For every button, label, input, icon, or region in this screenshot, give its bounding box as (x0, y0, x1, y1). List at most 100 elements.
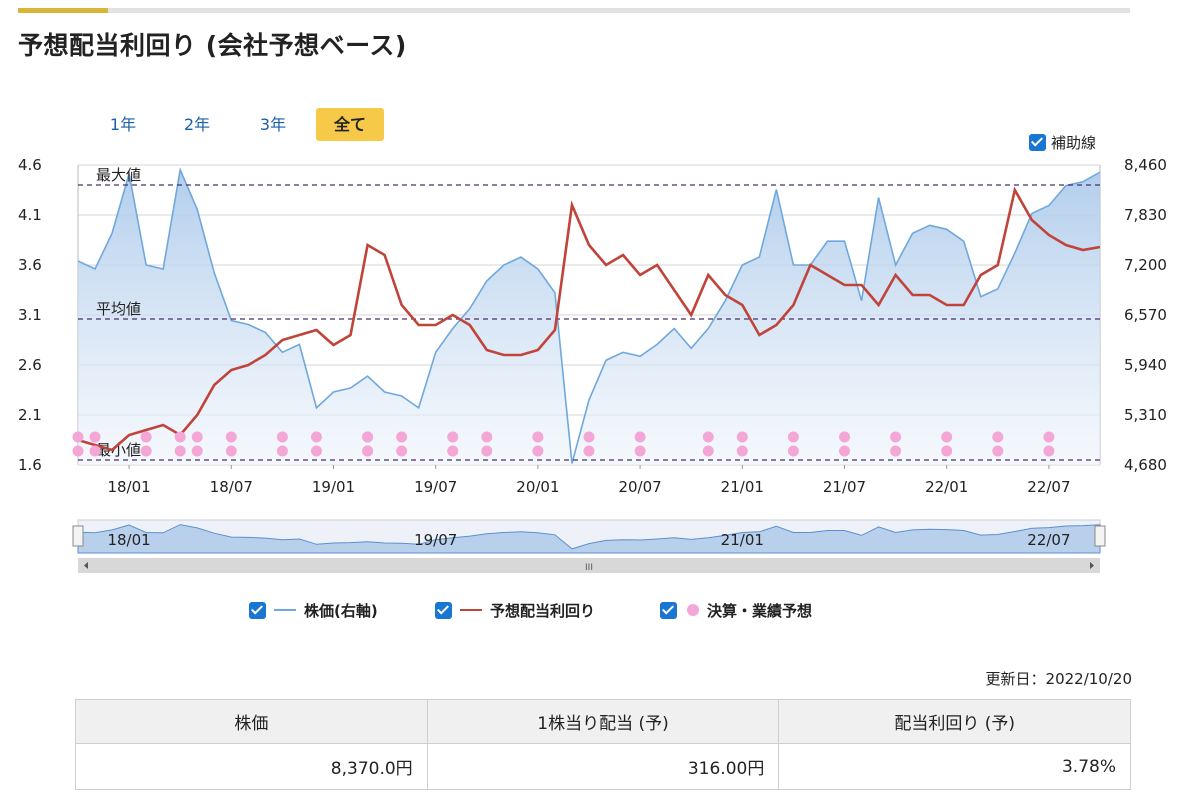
legend-label: 決算・業績予想 (707, 601, 813, 620)
y-right-tick-label: 7,200 (1124, 256, 1167, 274)
legend-checkbox[interactable] (660, 601, 677, 619)
event-marker (310, 431, 322, 443)
range-button-3y[interactable]: 3年 (259, 115, 287, 134)
event-marker (140, 445, 152, 457)
event-marker (702, 445, 714, 457)
summary-header-dividend: 1株当り配当 (予) (426, 699, 780, 744)
event-marker (225, 431, 237, 443)
y-left-tick-label: 3.1 (18, 306, 42, 324)
event-marker (72, 445, 84, 457)
x-tick-label: 18/07 (210, 478, 253, 496)
event-marker (447, 431, 459, 443)
summary-table: 株価 1株当り配当 (予) 配当利回り (予) 8,370.0円 316.00円… (75, 699, 1131, 790)
event-marker (736, 431, 748, 443)
reference-line-label: 最大値 (96, 166, 141, 184)
x-tick-label: 19/07 (414, 478, 457, 496)
legend-item-stock-price[interactable]: 株価(右軸) (249, 598, 378, 622)
summary-header-row: 株価 1株当り配当 (予) 配当利回り (予) (75, 699, 1131, 744)
event-marker (174, 445, 186, 457)
reference-line-label: 平均値 (96, 300, 141, 318)
y-left-tick-label: 4.1 (18, 206, 42, 224)
event-marker (702, 431, 714, 443)
y-right-tick-label: 6,570 (1124, 306, 1167, 324)
updated-date: 更新日：2022/10/20 (985, 670, 1132, 688)
y-right-tick-label: 8,460 (1124, 156, 1167, 174)
event-marker (583, 445, 595, 457)
event-marker (225, 445, 237, 457)
y-right-tick-label: 5,940 (1124, 356, 1167, 374)
aux-line-toggle[interactable]: 補助線 (1029, 131, 1096, 153)
event-marker (787, 445, 799, 457)
event-marker (72, 431, 84, 443)
event-marker (396, 431, 408, 443)
navigator-label: 22/07 (1027, 531, 1070, 549)
summary-value-price: 8,370.0円 (75, 743, 428, 790)
reference-line-label: 最小値 (96, 441, 141, 459)
top-divider-accent (18, 8, 108, 13)
legend-item-earnings[interactable]: 決算・業績予想 (660, 598, 812, 622)
event-marker (1043, 431, 1055, 443)
event-marker (174, 431, 186, 443)
event-marker (481, 431, 493, 443)
aux-line-checkbox[interactable] (1029, 133, 1046, 151)
y-right-tick-label: 7,830 (1124, 206, 1167, 224)
navigator-scrollbar[interactable] (78, 558, 1100, 573)
event-marker (481, 445, 493, 457)
yield-chart[interactable]: 1.6 4,680 2.1 5,310 2.6 5,940 3.1 6,570 3.6 7,200… (0, 150, 1200, 580)
navigator-label: 21/01 (721, 531, 764, 549)
scroll-right-icon[interactable] (1090, 562, 1094, 569)
aux-line-label: 補助線 (1051, 133, 1097, 152)
event-marker (89, 431, 101, 443)
event-marker (532, 445, 544, 457)
event-marker (941, 431, 953, 443)
event-marker (634, 431, 646, 443)
range-button-1y[interactable]: 1年 (109, 115, 137, 134)
legend-item-yield[interactable]: 予想配当利回り (435, 598, 595, 622)
event-marker (362, 431, 374, 443)
scroll-left-icon[interactable] (84, 562, 88, 569)
event-marker (362, 445, 374, 457)
summary-value-row: 8,370.0円 316.00円 3.78% (75, 743, 1131, 790)
x-tick-label: 20/01 (516, 478, 559, 496)
legend-label: 予想配当利回り (490, 601, 596, 620)
event-marker (140, 431, 152, 443)
navigator-handle-left[interactable] (72, 525, 84, 547)
summary-header-price: 株価 (75, 699, 428, 744)
event-marker (992, 445, 1004, 457)
y-right-tick-label: 4,680 (1124, 456, 1167, 474)
event-marker (736, 445, 748, 457)
legend-checkbox[interactable] (249, 601, 266, 619)
event-marker (583, 431, 595, 443)
legend-checkbox[interactable] (435, 601, 452, 619)
event-marker (191, 431, 203, 443)
event-marker (634, 445, 646, 457)
range-button-2y[interactable]: 2年 (183, 115, 211, 134)
event-marker (839, 431, 850, 443)
scroll-grip-icon: III (585, 563, 593, 573)
y-left-tick-label: 2.1 (18, 406, 42, 424)
x-tick-label: 21/01 (721, 478, 764, 496)
y-left-tick-label: 2.6 (18, 356, 42, 374)
navigator-label: 18/01 (107, 531, 150, 549)
navigator-handle-right[interactable] (1094, 525, 1106, 547)
page-title: 予想配当利回り (会社予想ベース) (18, 31, 407, 60)
x-tick-label: 22/01 (925, 478, 968, 496)
event-marker (992, 431, 1004, 443)
x-tick-label: 20/07 (618, 478, 661, 496)
summary-header-yield: 配当利回り (予) (778, 699, 1131, 744)
range-button-all[interactable]: 全て (316, 108, 384, 141)
dividend-yield-line (77, 186, 1101, 452)
navigator-area (77, 524, 1101, 554)
event-marker (787, 431, 799, 443)
event-marker (276, 445, 288, 457)
y-left-tick-label: 1.6 (18, 456, 42, 474)
event-marker (532, 431, 544, 443)
event-marker (191, 445, 203, 457)
y-left-tick-label: 4.6 (18, 156, 42, 174)
summary-value-dividend: 316.00円 (426, 743, 780, 790)
y-right-tick-label: 5,310 (1124, 406, 1167, 424)
y-left-tick-label: 3.6 (18, 256, 42, 274)
stock-price-line (77, 166, 1101, 464)
summary-value-yield: 3.78% (778, 743, 1131, 790)
event-marker (396, 445, 408, 457)
